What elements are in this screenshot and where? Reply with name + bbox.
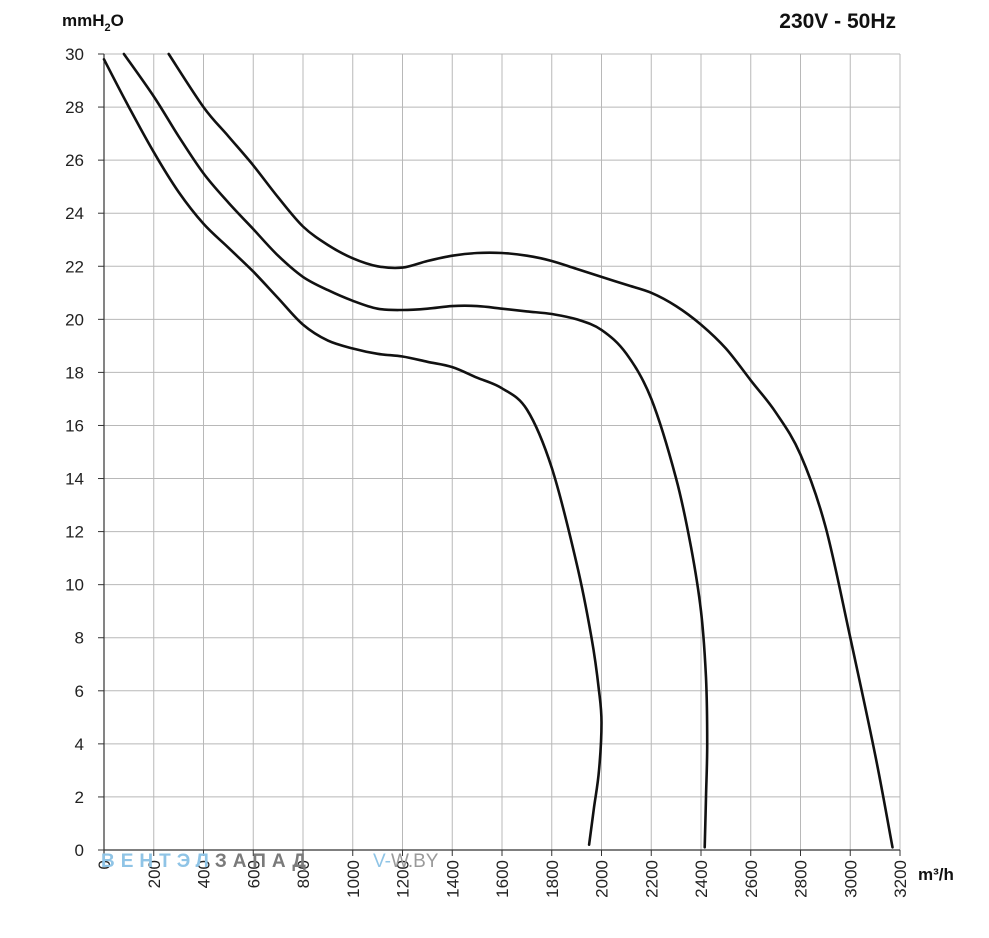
y-tick-label: 8 <box>75 629 84 648</box>
x-tick-label: 1200 <box>394 860 413 898</box>
x-tick-label: 400 <box>195 860 214 888</box>
y-tick-label: 12 <box>65 523 84 542</box>
y-tick-label: 6 <box>75 682 84 701</box>
y-axis-unit-label: mmH2O <box>62 11 124 34</box>
x-tick-label: 1000 <box>344 860 363 898</box>
y-tick-label: 14 <box>65 470 84 489</box>
y-tick-label: 30 <box>65 45 84 64</box>
performance-curve-1 <box>102 58 603 846</box>
x-tick-label: 3000 <box>841 860 860 898</box>
voltage-label: 230V - 50Hz <box>779 10 896 33</box>
y-tick-label: 28 <box>65 98 84 117</box>
y-tick-label: 22 <box>65 257 84 276</box>
x-tick-label: 2200 <box>642 860 661 898</box>
watermark-brand-blue: ВЕНТЭЛ <box>101 851 215 872</box>
watermark-brand: ВЕНТЭЛЗАПАД <box>101 851 312 872</box>
x-tick-label: 2400 <box>692 860 711 898</box>
x-tick-label: 600 <box>244 860 263 888</box>
x-tick-label: 1800 <box>543 860 562 898</box>
y-tick-label: 4 <box>75 735 84 754</box>
y-tick-label: 0 <box>75 841 84 860</box>
x-tick-label: 800 <box>294 860 313 888</box>
performance-curve-2 <box>122 52 709 849</box>
watermark-brand-gray: ЗАПАД <box>215 851 312 872</box>
x-tick-label: 2800 <box>792 860 811 898</box>
y-tick-label: 16 <box>65 416 84 435</box>
x-tick-label: 0 <box>95 860 114 869</box>
x-tick-label: 2600 <box>742 860 761 898</box>
x-tick-label: 1600 <box>493 860 512 898</box>
watermark-site-prefix: V- <box>373 851 391 872</box>
y-tick-label: 26 <box>65 151 84 170</box>
y-tick-label: 24 <box>65 204 84 223</box>
x-tick-label: 2000 <box>593 860 612 898</box>
y-tick-label: 10 <box>65 576 84 595</box>
x-tick-label: 1400 <box>443 860 462 898</box>
watermark-site-suffix: W.BY <box>391 851 439 872</box>
x-tick-labels: 0 200 400 600 800 1000 1200 1400 1600 1800 2000 220… <box>95 860 910 898</box>
grid <box>98 53 901 856</box>
curves <box>102 52 894 849</box>
axes <box>103 54 900 853</box>
watermark-site: V-W.BY <box>373 851 439 872</box>
x-tick-label: 3200 <box>891 860 910 898</box>
x-tick-label: 200 <box>145 860 164 888</box>
y-tick-label: 2 <box>75 788 84 807</box>
performance-curve-3 <box>167 52 894 849</box>
x-axis-unit-label: m³/h <box>918 865 954 884</box>
y-tick-label: 20 <box>65 310 84 329</box>
y-tick-label: 18 <box>65 363 84 382</box>
